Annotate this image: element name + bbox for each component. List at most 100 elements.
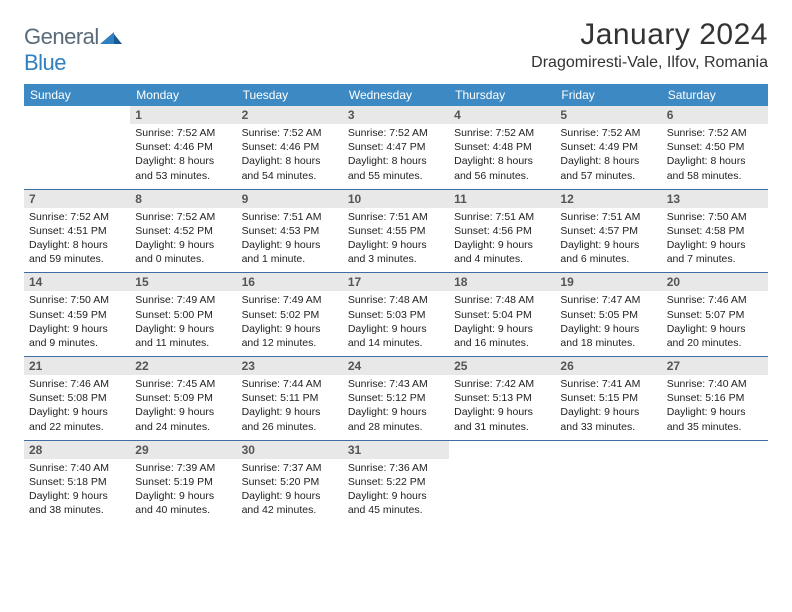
day-number: 30 [237,441,343,459]
sunrise-line: Sunrise: 7:52 AM [242,126,338,140]
day-cell: 30Sunrise: 7:37 AMSunset: 5:20 PMDayligh… [237,441,343,524]
day-cell: 13Sunrise: 7:50 AMSunset: 4:58 PMDayligh… [662,190,768,273]
day-cell: 28Sunrise: 7:40 AMSunset: 5:18 PMDayligh… [24,441,130,524]
day-number: 25 [449,357,555,375]
day-body: Sunrise: 7:40 AMSunset: 5:16 PMDaylight:… [662,375,768,440]
week-row: 21Sunrise: 7:46 AMSunset: 5:08 PMDayligh… [24,357,768,440]
day-cell: 11Sunrise: 7:51 AMSunset: 4:56 PMDayligh… [449,190,555,273]
day-body: Sunrise: 7:43 AMSunset: 5:12 PMDaylight:… [343,375,449,440]
day-cell: 15Sunrise: 7:49 AMSunset: 5:00 PMDayligh… [130,273,236,356]
day-cell: 18Sunrise: 7:48 AMSunset: 5:04 PMDayligh… [449,273,555,356]
day-body: Sunrise: 7:41 AMSunset: 5:15 PMDaylight:… [555,375,661,440]
day-cell: 8Sunrise: 7:52 AMSunset: 4:52 PMDaylight… [130,190,236,273]
sunrise-line: Sunrise: 7:48 AM [348,293,444,307]
day-body: Sunrise: 7:52 AMSunset: 4:47 PMDaylight:… [343,124,449,189]
sunset-line: Sunset: 5:16 PM [667,391,763,405]
daylight-line: Daylight: 8 hours and 53 minutes. [135,154,231,182]
daylight-line: Daylight: 9 hours and 0 minutes. [135,238,231,266]
day-cell: 4Sunrise: 7:52 AMSunset: 4:48 PMDaylight… [449,106,555,189]
day-number: 21 [24,357,130,375]
day-body: Sunrise: 7:51 AMSunset: 4:53 PMDaylight:… [237,208,343,273]
day-body: Sunrise: 7:51 AMSunset: 4:56 PMDaylight:… [449,208,555,273]
sunset-line: Sunset: 4:51 PM [29,224,125,238]
sunrise-line: Sunrise: 7:52 AM [667,126,763,140]
day-body: Sunrise: 7:52 AMSunset: 4:48 PMDaylight:… [449,124,555,189]
day-cell [24,106,130,189]
day-body [449,459,555,517]
daylight-line: Daylight: 9 hours and 11 minutes. [135,322,231,350]
sunset-line: Sunset: 5:11 PM [242,391,338,405]
day-body: Sunrise: 7:52 AMSunset: 4:49 PMDaylight:… [555,124,661,189]
sunrise-line: Sunrise: 7:52 AM [135,126,231,140]
day-number [449,441,555,459]
dow-header: Saturday [662,84,768,106]
day-body: Sunrise: 7:51 AMSunset: 4:57 PMDaylight:… [555,208,661,273]
brand-name: GeneralBlue [24,24,122,76]
daylight-line: Daylight: 9 hours and 12 minutes. [242,322,338,350]
sunrise-line: Sunrise: 7:41 AM [560,377,656,391]
sunset-line: Sunset: 4:49 PM [560,140,656,154]
day-number: 13 [662,190,768,208]
day-number: 4 [449,106,555,124]
day-cell: 21Sunrise: 7:46 AMSunset: 5:08 PMDayligh… [24,357,130,440]
day-number: 19 [555,273,661,291]
sunrise-line: Sunrise: 7:51 AM [348,210,444,224]
dow-header: Tuesday [237,84,343,106]
daylight-line: Daylight: 9 hours and 3 minutes. [348,238,444,266]
day-cell: 20Sunrise: 7:46 AMSunset: 5:07 PMDayligh… [662,273,768,356]
sunrise-line: Sunrise: 7:51 AM [242,210,338,224]
sunset-line: Sunset: 4:59 PM [29,308,125,322]
day-cell: 25Sunrise: 7:42 AMSunset: 5:13 PMDayligh… [449,357,555,440]
day-number: 15 [130,273,236,291]
daylight-line: Daylight: 8 hours and 55 minutes. [348,154,444,182]
sunrise-line: Sunrise: 7:40 AM [29,461,125,475]
daylight-line: Daylight: 9 hours and 45 minutes. [348,489,444,517]
day-cell: 10Sunrise: 7:51 AMSunset: 4:55 PMDayligh… [343,190,449,273]
daylight-line: Daylight: 9 hours and 22 minutes. [29,405,125,433]
day-cell: 23Sunrise: 7:44 AMSunset: 5:11 PMDayligh… [237,357,343,440]
day-cell: 16Sunrise: 7:49 AMSunset: 5:02 PMDayligh… [237,273,343,356]
day-number: 31 [343,441,449,459]
sunset-line: Sunset: 5:22 PM [348,475,444,489]
sunset-line: Sunset: 5:00 PM [135,308,231,322]
sunset-line: Sunset: 4:48 PM [454,140,550,154]
daylight-line: Daylight: 8 hours and 57 minutes. [560,154,656,182]
sunrise-line: Sunrise: 7:52 AM [454,126,550,140]
brand-logo: GeneralBlue [24,18,122,76]
brand-word-2: Blue [24,50,66,75]
brand-mark-icon [100,24,122,50]
daylight-line: Daylight: 9 hours and 18 minutes. [560,322,656,350]
sunrise-line: Sunrise: 7:48 AM [454,293,550,307]
sunrise-line: Sunrise: 7:50 AM [29,293,125,307]
daylight-line: Daylight: 9 hours and 20 minutes. [667,322,763,350]
sunrise-line: Sunrise: 7:51 AM [454,210,550,224]
day-cell: 6Sunrise: 7:52 AMSunset: 4:50 PMDaylight… [662,106,768,189]
day-cell: 3Sunrise: 7:52 AMSunset: 4:47 PMDaylight… [343,106,449,189]
title-block: January 2024 Dragomiresti-Vale, Ilfov, R… [531,18,768,72]
week-row: 7Sunrise: 7:52 AMSunset: 4:51 PMDaylight… [24,190,768,273]
sunset-line: Sunset: 4:46 PM [242,140,338,154]
day-cell: 2Sunrise: 7:52 AMSunset: 4:46 PMDaylight… [237,106,343,189]
daylight-line: Daylight: 9 hours and 4 minutes. [454,238,550,266]
day-cell [555,441,661,524]
daylight-line: Daylight: 8 hours and 56 minutes. [454,154,550,182]
day-of-week-row: Sunday Monday Tuesday Wednesday Thursday… [24,84,768,106]
day-cell: 26Sunrise: 7:41 AMSunset: 5:15 PMDayligh… [555,357,661,440]
day-number: 26 [555,357,661,375]
day-number: 17 [343,273,449,291]
day-number: 3 [343,106,449,124]
sunset-line: Sunset: 4:53 PM [242,224,338,238]
sunset-line: Sunset: 5:18 PM [29,475,125,489]
sunset-line: Sunset: 4:46 PM [135,140,231,154]
daylight-line: Daylight: 9 hours and 40 minutes. [135,489,231,517]
day-number: 10 [343,190,449,208]
sunset-line: Sunset: 5:05 PM [560,308,656,322]
week-row: 28Sunrise: 7:40 AMSunset: 5:18 PMDayligh… [24,441,768,524]
daylight-line: Daylight: 9 hours and 24 minutes. [135,405,231,433]
day-body: Sunrise: 7:45 AMSunset: 5:09 PMDaylight:… [130,375,236,440]
day-cell: 29Sunrise: 7:39 AMSunset: 5:19 PMDayligh… [130,441,236,524]
daylight-line: Daylight: 9 hours and 35 minutes. [667,405,763,433]
daylight-line: Daylight: 9 hours and 33 minutes. [560,405,656,433]
day-number: 16 [237,273,343,291]
week-row: 1Sunrise: 7:52 AMSunset: 4:46 PMDaylight… [24,106,768,189]
